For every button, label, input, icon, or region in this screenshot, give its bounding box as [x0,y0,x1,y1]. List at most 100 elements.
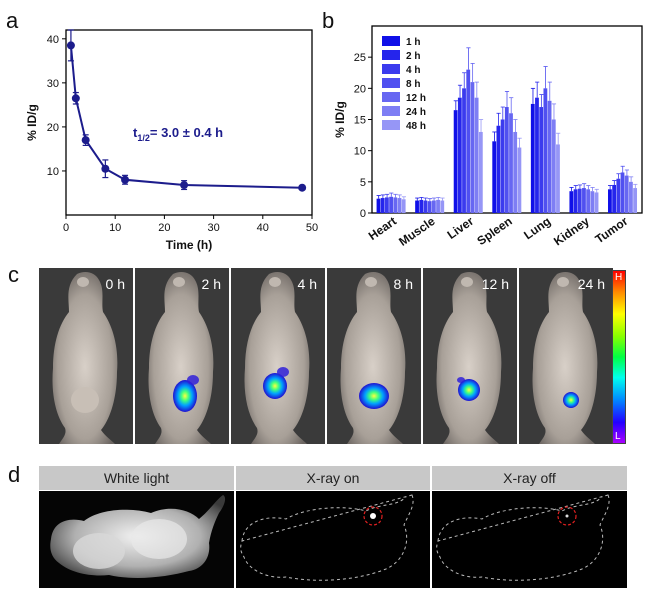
chart-b-bar [582,188,586,213]
header-white-light: White light [39,466,234,490]
mouse-body [340,272,406,444]
mouse-body [436,272,502,444]
colorbar-high-label: H [615,272,623,283]
chart-b-bar [436,199,440,213]
chart-b-bar [535,97,539,213]
chart-b-category-label: Liver [445,214,477,242]
chart-b-bar [423,200,428,213]
chart-a-x-tick-label: 40 [257,222,269,234]
chart-a-point [71,94,80,103]
chart-b-bar [629,181,633,213]
chart-a-x-tick-label: 30 [207,222,219,234]
chart-b-bar [376,198,381,213]
mouse-image [52,272,118,444]
chart-b-bar [453,110,458,213]
mouse-body [52,272,118,444]
xray-imaging-panel: White light X-ray on X-ray off [39,466,627,588]
chart-b-y-tick-label: 25 [354,52,366,64]
chart-b-bar [415,200,419,213]
chart-b-bar [551,119,556,213]
timepoint-label: 4 h [297,276,317,292]
chart-a-point [101,164,110,173]
chart-a-frame [65,29,313,216]
mouse-ear [557,277,569,287]
tumor-region [71,387,99,413]
xray-on-image [236,491,430,588]
chart-b-category-label: Kidney [551,214,592,249]
chart-b-y-axis-label: % ID/g [333,101,347,138]
chart-a-point [180,181,189,190]
chart-b-bar [616,178,621,213]
chart-b-legend-swatch [382,78,400,88]
mouse-image [436,272,502,444]
chart-b-bar [590,191,595,213]
colorbar-low-label: L [615,431,621,442]
white-light-image [39,491,234,588]
chart-b-bar [509,113,513,213]
fluorescence-signal [359,383,389,409]
chart-a-x-tick-label: 20 [158,222,170,234]
timepoint-label: 0 h [105,276,125,292]
chart-b-bar [401,199,406,213]
xray-off-image [432,491,627,588]
timepoint-label: 2 h [201,276,221,292]
chart-b-legend-swatch [382,64,400,74]
chart-b-bar [492,141,497,213]
chart-a-point [298,183,307,192]
mouse-ear [173,277,185,287]
chart-b-bar [427,201,432,213]
mouse-body [244,272,310,444]
mouse-image-frame: 4 h [231,268,325,444]
chart-b-legend-swatch [382,106,400,116]
chart-a-point [81,136,90,145]
chart-b-bar [384,197,389,213]
chart-b-category-label: Muscle [396,214,438,249]
fluorescence-signal [263,373,287,399]
chart-b-legend-swatch [382,92,400,102]
chart-b-y-tick-label: 20 [354,83,366,95]
chart-b-bar [586,189,591,213]
chart-b-y-tick-label: 0 [360,208,366,220]
mouse-image [244,272,310,444]
chart-a-x-tick-label: 10 [109,222,121,234]
chart-b-bar [539,107,544,213]
chart-b-bar [504,107,509,213]
chart-b-y-tick-label: 10 [354,146,366,158]
header-xray-off: X-ray off [432,466,627,490]
mouse-ear [269,277,281,287]
chart-b-bar [633,188,638,213]
panel-letter-a: a [6,8,19,33]
mouse-body [148,272,214,444]
chart-b-bar [462,88,466,213]
chart-b-bar [431,200,436,213]
chart-b-bar [500,119,505,213]
fluorescence-signal-minor [277,367,289,377]
timepoint-label: 24 h [577,276,605,292]
fluorescence-signal [173,380,197,412]
chart-b-bar [513,131,518,213]
chart-b-category-label: Lung [521,214,553,242]
chart-b-bar [608,189,612,213]
chart-a-y-axis-label: % ID/g [25,104,39,141]
chart-a-blood-circulation: 0 10 20 30 40 50 10 20 30 40 Time (h) % ID/g t1/2= 3… [25,29,318,252]
chart-b-bar [569,191,574,213]
fluorescence-signal [458,379,480,401]
chart-a-x-tick-label: 0 [63,222,69,234]
mouse-ear [461,277,473,287]
panel-letter-d: d [8,462,21,487]
chart-b-legend-label: 2 h [406,51,420,62]
chart-a-y-tick-label: 40 [47,34,59,46]
chart-b-bar [530,103,535,213]
chart-b-legend-swatch [382,36,400,46]
chart-b-bar [577,188,582,213]
chart-b-legend-label: 12 h [406,93,426,104]
chart-b-legend-label: 48 h [406,121,426,132]
chart-b-bar [393,197,398,213]
mouse-image-frame: 2 h [135,268,229,444]
fluorescence-signal-minor [457,377,465,383]
chart-b-bar [624,175,629,213]
chart-b-legend-label: 1 h [406,37,420,48]
mouse-image [148,272,214,444]
chart-b-legend-label: 4 h [406,65,420,76]
